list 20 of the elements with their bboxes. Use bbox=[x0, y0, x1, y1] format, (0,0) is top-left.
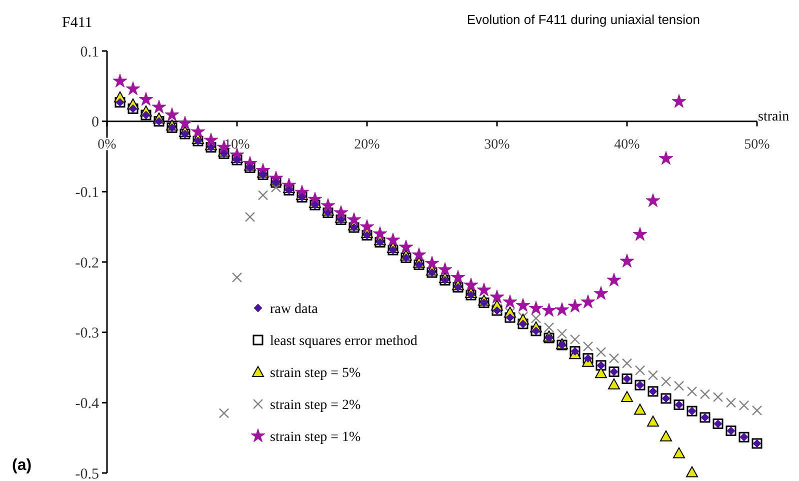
y-tick-label: -0.3 bbox=[75, 326, 99, 342]
y-tick-label: -0.2 bbox=[75, 255, 99, 272]
y-axis-title: F411 bbox=[62, 15, 92, 31]
y-tick-label: 0 bbox=[92, 114, 99, 131]
legend-label: strain step = 5% bbox=[270, 366, 362, 381]
legend-label: strain step = 1% bbox=[270, 430, 362, 445]
text: (a) bbox=[12, 457, 32, 474]
y-tick-label: 0.1 bbox=[80, 44, 99, 60]
x-tick-label: 20% bbox=[354, 137, 380, 152]
legend-label: least squares error method bbox=[270, 334, 418, 349]
x-tick-label: 50% bbox=[744, 137, 770, 152]
legend-label: raw data bbox=[270, 302, 319, 317]
x-tick-label: 30% bbox=[484, 137, 510, 152]
x-tick-label: 40% bbox=[614, 137, 640, 152]
y-tick-label: -0.1 bbox=[75, 184, 99, 201]
y-tick-label: -0.5 bbox=[75, 466, 99, 481]
y-tick-label: -0.4 bbox=[75, 396, 100, 412]
x-axis-title: strain bbox=[758, 109, 790, 124]
legend-label: strain step = 2% bbox=[270, 398, 362, 413]
chart-title: Evolution of F411 during uniaxial tension bbox=[466, 12, 700, 27]
